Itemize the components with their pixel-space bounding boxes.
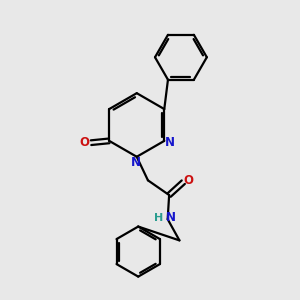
Text: O: O	[80, 136, 90, 149]
Text: N: N	[166, 211, 176, 224]
Text: N: N	[165, 136, 175, 149]
Text: H: H	[154, 213, 164, 223]
Text: N: N	[131, 156, 141, 169]
Text: O: O	[183, 174, 193, 187]
